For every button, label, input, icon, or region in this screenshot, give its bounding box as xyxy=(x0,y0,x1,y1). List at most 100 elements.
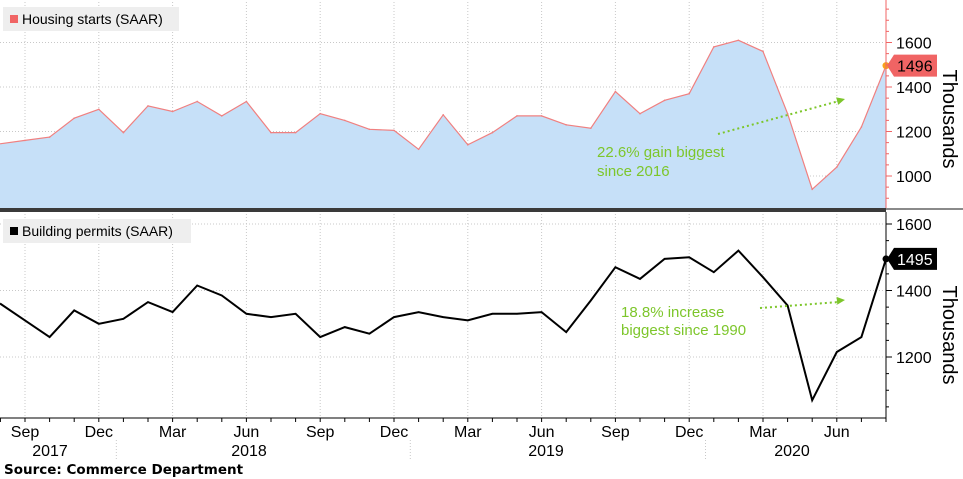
starts-point xyxy=(48,136,51,138)
permits-y-tick-label: 1400 xyxy=(896,284,932,301)
permits-point xyxy=(319,336,322,338)
x-year-label: 2020 xyxy=(774,443,810,460)
starts-point xyxy=(467,144,469,146)
starts-point xyxy=(393,129,395,132)
starts-last-value-badge xyxy=(887,54,937,77)
starts-point xyxy=(836,166,838,168)
starts-point xyxy=(221,115,223,117)
permits-legend-box xyxy=(3,219,191,243)
permits-y-tick-label: 1200 xyxy=(896,350,932,367)
starts-point xyxy=(811,188,813,191)
starts-y-tick-label: 1600 xyxy=(896,36,932,53)
starts-point xyxy=(245,100,248,103)
starts-point xyxy=(147,105,149,107)
starts-point xyxy=(663,99,666,102)
starts-point xyxy=(171,110,174,113)
starts-point xyxy=(319,112,322,115)
permits-point xyxy=(540,311,543,313)
permits-point xyxy=(836,351,838,353)
permits-point xyxy=(73,309,75,312)
starts-point xyxy=(737,39,740,42)
permits-point xyxy=(565,331,567,333)
permits-point xyxy=(491,312,494,315)
starts-annotation-arrow xyxy=(717,100,840,135)
permits-point xyxy=(270,316,272,318)
permits-point xyxy=(590,299,592,302)
permits-point xyxy=(516,312,518,315)
starts-point xyxy=(442,114,445,116)
permits-point xyxy=(417,311,420,313)
starts-point xyxy=(860,126,863,128)
starts-y-tick-label: 1200 xyxy=(896,125,932,142)
permits-point xyxy=(98,322,100,325)
x-month-label: Mar xyxy=(454,424,482,441)
permits-annotation-arrow xyxy=(759,301,840,309)
permits-point xyxy=(614,266,617,269)
x-month-label: Sep xyxy=(601,424,630,441)
starts-point xyxy=(73,117,75,119)
permits-last-value-label: 1495 xyxy=(897,252,933,269)
permits-last-value-badge xyxy=(887,247,937,270)
permits-point xyxy=(762,276,764,279)
starts-annotation-line1: 22.6% gain biggest xyxy=(597,144,725,161)
starts-y-tick-label: 1000 xyxy=(896,169,932,186)
permits-point xyxy=(688,256,690,259)
starts-legend-swatch xyxy=(10,15,18,23)
starts-point xyxy=(762,50,764,53)
x-month-label: Mar xyxy=(749,424,777,441)
starts-point xyxy=(688,92,690,95)
permits-point xyxy=(48,336,51,338)
starts-point xyxy=(294,131,297,134)
series-layer xyxy=(0,39,890,403)
permits-point xyxy=(122,317,125,320)
permits-annotation-line1: 18.8% increase xyxy=(621,304,724,321)
starts-point xyxy=(590,127,592,129)
panel-separator xyxy=(0,208,886,212)
x-month-label: Jun xyxy=(234,424,260,441)
permits-legend-swatch xyxy=(10,227,18,235)
panel-separator-right xyxy=(886,208,963,210)
permits-point xyxy=(221,294,223,297)
starts-point xyxy=(368,128,371,131)
x-month-label: Sep xyxy=(11,424,40,441)
x-year-label: 2019 xyxy=(528,443,564,460)
permits-point xyxy=(786,304,789,307)
x-month-label: Jun xyxy=(824,424,850,441)
labels-layer: 1000 1200 1400 1600 1496 Thousands Housing sta… xyxy=(3,7,960,478)
starts-point xyxy=(98,108,100,111)
starts-point xyxy=(565,124,567,126)
x-month-label: Mar xyxy=(159,424,187,441)
permits-annotation-arrowhead xyxy=(836,296,845,305)
permits-point xyxy=(639,278,641,280)
starts-point xyxy=(491,131,494,134)
starts-point xyxy=(713,46,715,48)
source-note: Source: Commerce Department xyxy=(4,462,244,478)
permits-y-tick-label: 1600 xyxy=(896,217,932,234)
starts-point xyxy=(540,115,543,117)
x-month-label: Sep xyxy=(306,424,335,441)
axes-layer xyxy=(0,0,963,460)
x-month-label: Jun xyxy=(529,424,555,441)
x-month-label: Dec xyxy=(85,424,113,441)
starts-last-value-label: 1496 xyxy=(897,59,933,76)
starts-y-tick-label: 1400 xyxy=(896,80,932,97)
starts-area xyxy=(0,40,886,208)
x-year-label: 2017 xyxy=(32,443,68,460)
starts-point xyxy=(516,115,518,117)
x-year-label: 2018 xyxy=(231,443,267,460)
x-month-label: Dec xyxy=(675,424,703,441)
permits-point xyxy=(663,258,666,260)
permits-point xyxy=(147,301,149,303)
permits-point xyxy=(368,332,371,335)
permits-point xyxy=(245,312,248,315)
permits-point xyxy=(737,249,740,252)
starts-point xyxy=(24,139,26,142)
starts-point xyxy=(270,131,272,134)
permits-point xyxy=(467,319,469,322)
permits-point xyxy=(294,312,297,315)
starts-point xyxy=(196,100,198,103)
starts-legend-box xyxy=(3,7,179,31)
starts-point xyxy=(344,119,346,122)
